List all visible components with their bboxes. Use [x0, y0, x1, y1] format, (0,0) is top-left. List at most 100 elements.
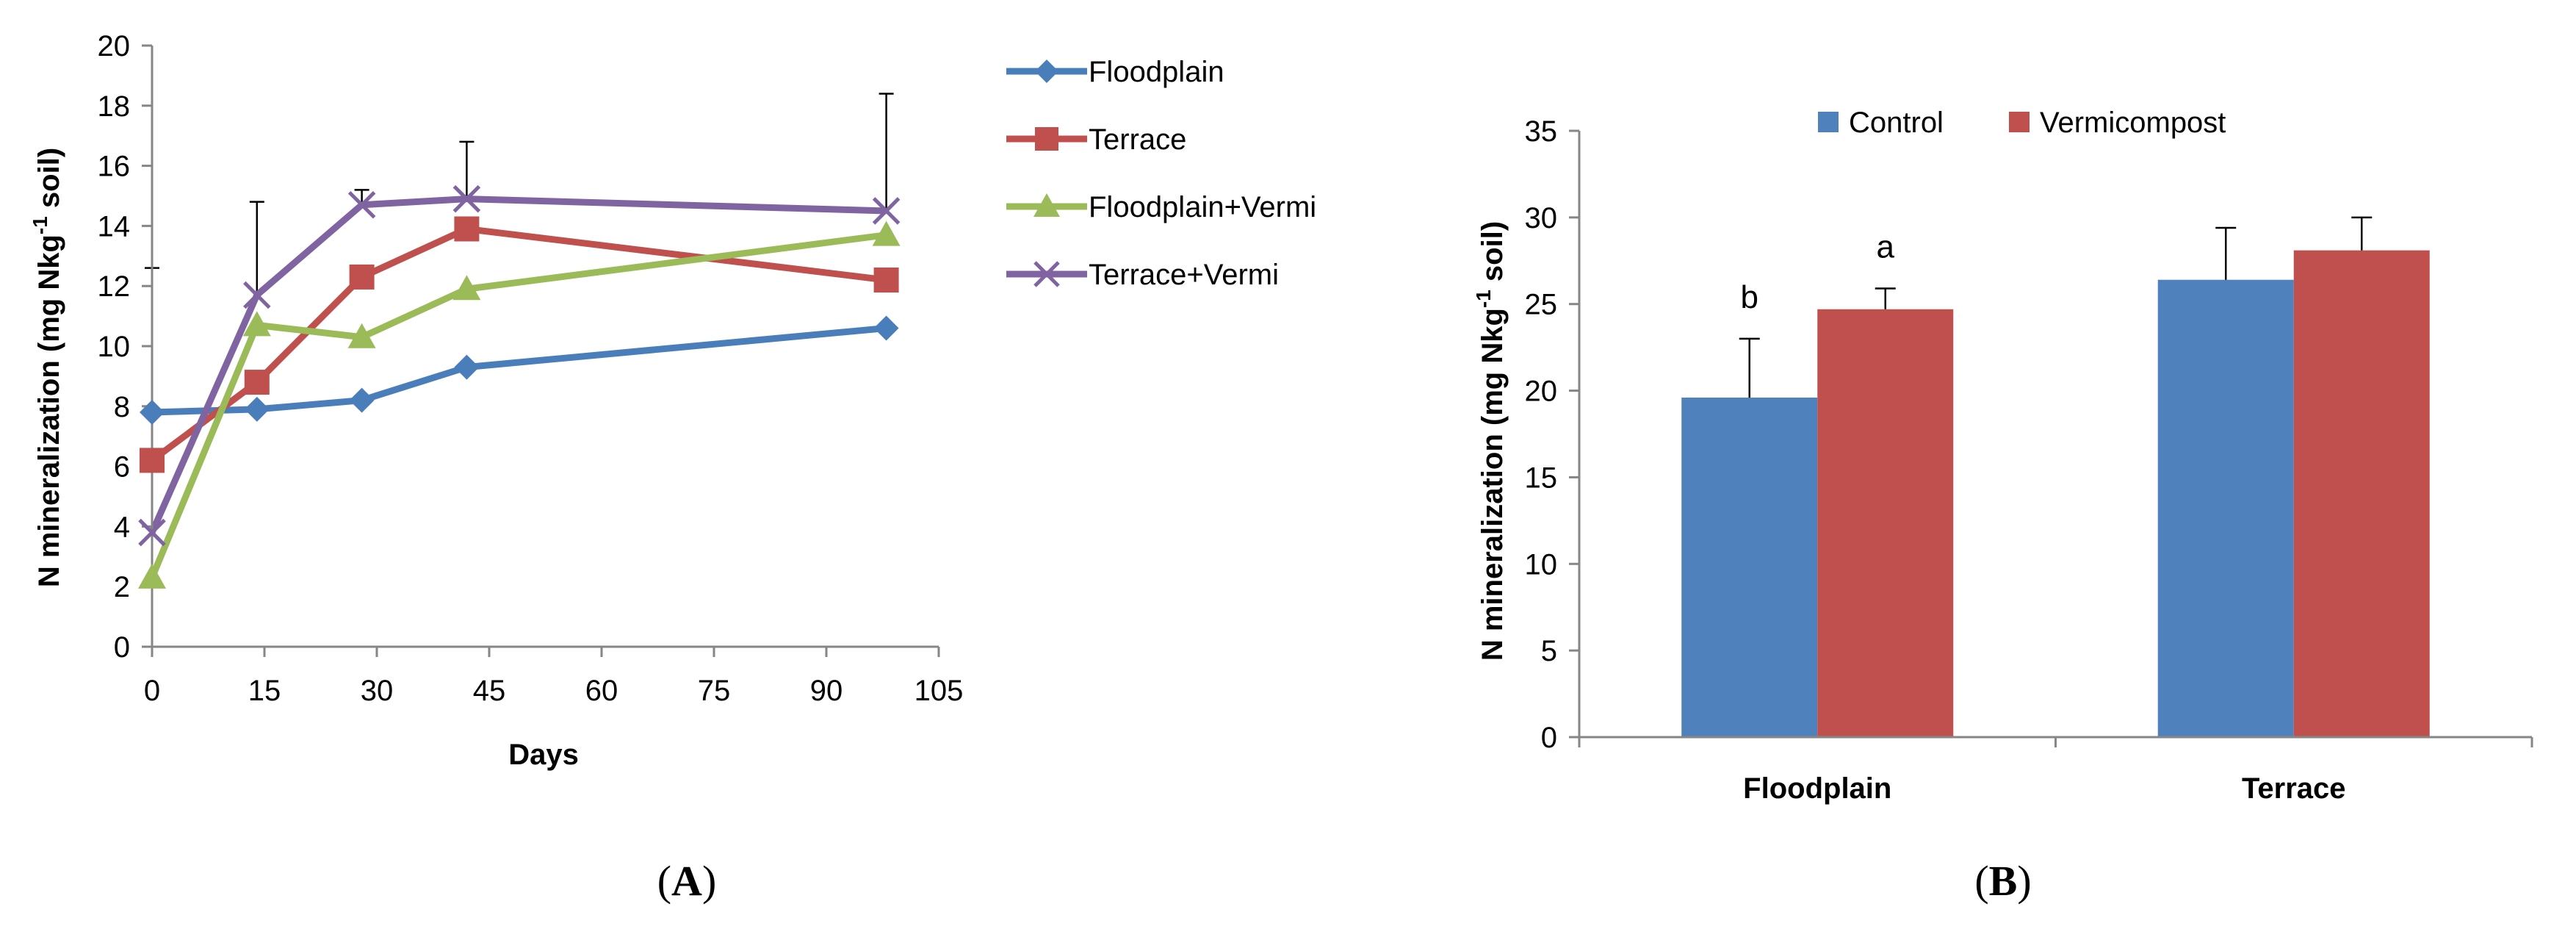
chart-a-x-tick-label: 45	[473, 675, 506, 707]
chart-a-x-tick-label: 105	[914, 675, 964, 707]
chart-a-y-tick-label: 16	[98, 151, 131, 183]
legend-label: Control	[1849, 107, 1944, 139]
chart-b-y-tick-label: 25	[1525, 289, 1558, 321]
chart-a-y-tick-label: 0	[114, 631, 130, 664]
chart-a-tick-labels: 0 2 4 6 8 10 12 14 16 18 20 0 15 30 45 60 75 90 105	[98, 30, 964, 707]
chart-a-markers	[138, 184, 901, 589]
legend-label: Terrace+Vermi	[1089, 259, 1279, 291]
legend-marker	[1035, 127, 1058, 151]
chart-a-y-axis-title-main: N mineralization (mg Nkg	[33, 234, 65, 587]
data-point-terrace	[140, 448, 165, 473]
chart-a-x-tick-label: 60	[585, 675, 618, 707]
legend-item-vermicompost: Vermicompost	[2009, 107, 2226, 139]
legend-item-terrace: Terrace	[1006, 123, 1186, 156]
data-point-terrace	[349, 264, 375, 290]
data-point-terrace-vermi	[872, 197, 901, 225]
chart-a-x-tick-label: 75	[698, 675, 731, 707]
chart-b-y-tick-label: 35	[1525, 115, 1558, 148]
bar-vermicompost-terrace	[2293, 250, 2430, 738]
panel-label-b: (B)	[1974, 857, 2031, 905]
chart-b-y-tick-label: 10	[1525, 548, 1558, 581]
chart-b-y-tick-label: 5	[1541, 635, 1557, 667]
chart-a-y-axis-title: N mineralization (mg Nkg-1 soil)	[29, 148, 65, 587]
chart-a-x-tick-label: 30	[361, 675, 394, 707]
legend-item-floodplain-vermi: Floodplain+Vermi	[1006, 191, 1316, 223]
chart-a-y-tick-label: 18	[98, 90, 131, 123]
chart-b-y-axis-title-main: N mineralization (mg Nkg	[1476, 308, 1509, 661]
legend-label: Floodplain+Vermi	[1089, 191, 1316, 223]
series-line-terrace	[150, 225, 887, 464]
legend-item-control: Control	[1818, 107, 1944, 139]
chart-a-y-tick-label: 20	[98, 30, 131, 62]
legend-marker	[1033, 193, 1060, 217]
data-point-terrace-vermi	[243, 281, 271, 309]
chart-b-y-axis-title: N mineralization (mg Nkg-1 soil)	[1472, 221, 1509, 661]
legend-marker	[1033, 261, 1060, 287]
chart-a: 0 2 4 6 8 10 12 14 16 18 20 0 15 30 45 60 75 90 105 Days N…	[29, 30, 1316, 905]
chart-a-legend: Floodplain Terrace Floodplain+Vermi Terrace…	[1006, 56, 1316, 291]
panel-label-a: (A)	[657, 857, 717, 905]
legend-item-floodplain: Floodplain	[1006, 56, 1224, 88]
legend-item-terrace-vermi: Terrace+Vermi	[1006, 259, 1279, 291]
data-point-floodplain-vermi	[242, 311, 271, 337]
data-point-terrace-vermi	[138, 518, 166, 547]
bar-control-terrace	[2157, 279, 2294, 737]
chart-b-y-axis-title-sup: -1	[1472, 290, 1495, 308]
chart-b-y-tick-label: 20	[1525, 376, 1558, 408]
legend-marker	[1035, 60, 1058, 83]
legend-label: Terrace	[1089, 123, 1186, 156]
data-point-floodplain	[140, 399, 165, 425]
legend-swatch	[1818, 112, 1839, 132]
chart-a-x-axis-title: Days	[508, 739, 579, 771]
data-point-terrace-vermi	[452, 184, 481, 213]
significance-label: b	[1741, 279, 1758, 315]
chart-b-y-tick-label: 0	[1541, 722, 1557, 754]
data-point-floodplain-vermi	[138, 563, 166, 589]
chart-a-y-tick-label: 10	[98, 331, 131, 363]
chart-a-y-tick-label: 4	[114, 511, 130, 543]
chart-b-category-label: Terrace	[2242, 772, 2346, 805]
bar-control-floodplain	[1681, 398, 1818, 737]
chart-a-y-tick-label: 6	[114, 451, 130, 484]
chart-b-axes	[1569, 129, 2533, 747]
bar-vermicompost-floodplain	[1817, 309, 1954, 737]
data-point-terrace-vermi	[347, 191, 376, 219]
data-point-floodplain-vermi	[872, 220, 901, 246]
data-point-floodplain	[454, 354, 480, 380]
chart-b-significance-labels: ba	[1741, 229, 1895, 315]
legend-label: Floodplain	[1089, 56, 1224, 88]
data-point-terrace	[244, 370, 270, 395]
chart-a-x-tick-label: 15	[248, 675, 281, 707]
chart-b-y-tick-label: 15	[1525, 462, 1558, 494]
data-point-terrace	[873, 268, 899, 293]
data-point-terrace	[454, 216, 480, 242]
chart-b-error-bars	[1739, 216, 2373, 398]
chart-b-tick-labels: 0 5 10 15 20 25 30 35 Floodplain Terrace	[1525, 115, 2346, 805]
data-point-floodplain	[244, 396, 270, 422]
panel-letter-b: B	[1989, 857, 2018, 905]
data-point-floodplain	[349, 387, 375, 413]
chart-b-y-axis-title-tail: soil)	[1476, 221, 1509, 290]
chart-a-y-tick-label: 2	[114, 571, 130, 603]
chart-a-y-tick-label: 8	[114, 391, 130, 423]
legend-label: Vermicompost	[2040, 107, 2226, 139]
chart-a-axes	[142, 44, 940, 657]
chart-a-y-axis-title-tail: soil)	[33, 148, 65, 216]
chart-a-y-tick-label: 12	[98, 270, 131, 303]
chart-b-y-tick-label: 30	[1525, 202, 1558, 234]
chart-b-legend: Control Vermicompost	[1818, 107, 2226, 139]
chart-b-bars	[1681, 250, 2430, 738]
chart-b-category-label: Floodplain	[1743, 772, 1891, 805]
legend-swatch	[2009, 112, 2030, 132]
data-point-floodplain	[873, 315, 899, 341]
panel-letter-a: A	[671, 857, 702, 905]
chart-a-y-tick-label: 14	[98, 210, 131, 243]
significance-label: a	[1877, 229, 1895, 265]
chart-a-x-tick-label: 90	[810, 675, 843, 707]
data-point-floodplain-vermi	[452, 275, 481, 301]
chart-a-y-axis-title-sup: -1	[29, 216, 51, 234]
chart-a-x-tick-label: 0	[144, 675, 160, 707]
data-point-floodplain-vermi	[347, 323, 376, 348]
